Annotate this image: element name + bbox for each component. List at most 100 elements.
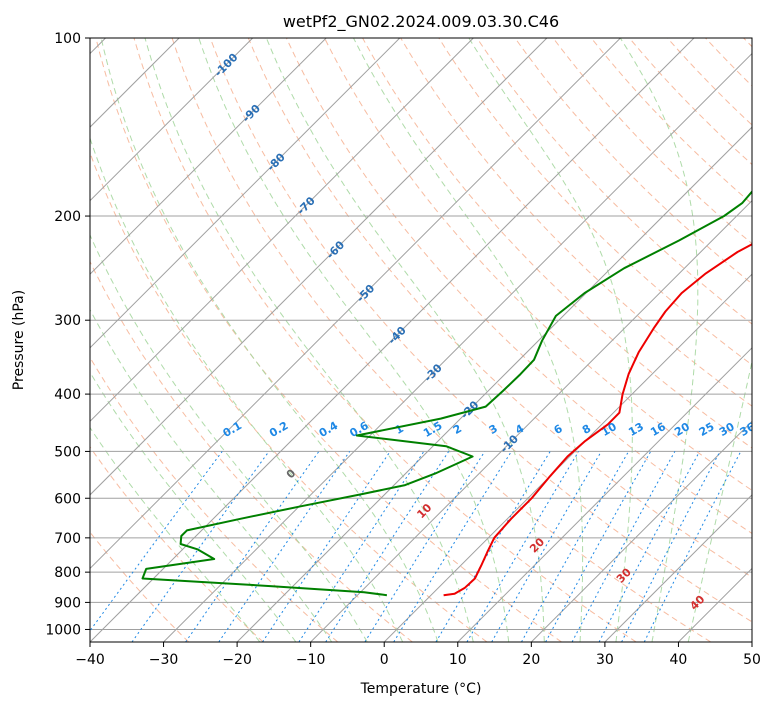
isotherm-line xyxy=(90,38,621,570)
mixing-ratio-line xyxy=(298,451,425,642)
mixing-ratio-line xyxy=(90,451,223,632)
isotherm-line xyxy=(236,126,752,642)
mixing-ratio-line xyxy=(521,451,630,642)
isotherm-line xyxy=(310,199,752,642)
x-tick-label: 20 xyxy=(522,652,540,668)
x-tick-label: 0 xyxy=(380,652,389,668)
dry-adiabat-line xyxy=(705,38,752,87)
theta-e-label: 0 xyxy=(284,466,299,481)
dry-adiabat-line xyxy=(285,38,752,535)
dewpoint-profile-line xyxy=(141,190,752,597)
mixing-ratio-line xyxy=(393,451,512,642)
dry-adiabat-line xyxy=(90,151,488,642)
x-tick-label: −30 xyxy=(149,652,179,668)
mixing-ratio-line xyxy=(435,451,551,642)
y-tick-label: 100 xyxy=(54,31,81,47)
x-axis-label: Temperature (°C) xyxy=(360,681,482,697)
moist-adiabat-line xyxy=(619,38,699,642)
y-tick-label: 400 xyxy=(54,387,81,403)
mixing-ratio-line xyxy=(185,451,320,642)
theta-e-label: 40 xyxy=(687,593,707,613)
moist-adiabat-line xyxy=(90,233,368,642)
moist-adiabat-line xyxy=(90,308,333,642)
dry-adiabat-line xyxy=(133,38,637,642)
dry-adiabat-line xyxy=(209,38,752,623)
isotherm-line xyxy=(90,38,401,349)
mixing-ratio-label: 3 xyxy=(487,422,500,437)
isotherm-line xyxy=(90,38,327,275)
moist-adiabat-line xyxy=(90,426,261,642)
y-tick-label: 600 xyxy=(54,491,81,507)
moist-adiabat-line xyxy=(144,38,474,642)
x-tick-label: 30 xyxy=(596,652,614,668)
isotherm-line xyxy=(90,38,474,423)
mixing-ratio-line xyxy=(621,451,721,642)
x-tick-label: 50 xyxy=(743,652,761,668)
dry-adiabat-line xyxy=(552,38,752,245)
isotherm-line xyxy=(751,641,752,642)
mixing-ratio-label: 0.2 xyxy=(267,419,290,440)
mixing-ratio-line xyxy=(598,451,701,642)
y-tick-label: 900 xyxy=(54,595,81,611)
moist-adiabat-line xyxy=(687,359,752,642)
x-tick-label: −10 xyxy=(296,652,326,668)
y-tick-label: 300 xyxy=(54,313,81,329)
mixing-ratio-label: 2 xyxy=(451,422,464,437)
mixing-ratio-label: 25 xyxy=(697,420,717,439)
dry-adiabat-line xyxy=(743,38,752,48)
x-tick-label: 40 xyxy=(670,652,688,668)
theta-e-label: 10 xyxy=(414,501,434,521)
moist-adiabat-line xyxy=(353,38,584,642)
mixing-ratio-line xyxy=(466,451,580,642)
moist-adiabat-line xyxy=(100,38,439,642)
mixing-ratio-line xyxy=(218,451,351,642)
mixing-ratio-line xyxy=(131,451,270,642)
dry-adiabat-line xyxy=(90,445,264,642)
temperature-profile-line xyxy=(443,243,752,597)
isotherm-line xyxy=(90,38,548,496)
isotherm-line xyxy=(90,38,254,202)
mixing-ratio-label: 6 xyxy=(552,422,565,437)
mixing-ratio-label: 0.1 xyxy=(221,419,244,440)
isotherm-line xyxy=(383,273,752,642)
mixing-ratio-label: 13 xyxy=(626,420,646,439)
dry-adiabat-line xyxy=(90,260,413,642)
y-axis-label: Pressure (hPa) xyxy=(11,290,27,390)
mixing-ratio-line xyxy=(571,451,676,642)
isotherm-line xyxy=(678,567,752,642)
plot-frame xyxy=(89,37,753,643)
plot-area: 0.1 0.2 0.4 0.6 1 1.5 2 3 4 6 8 10 13 16 20 25 30 36-100-… xyxy=(90,38,758,642)
dry-adiabat-line xyxy=(95,38,562,642)
y-tick-label: 800 xyxy=(54,565,81,581)
mixing-ratio-label: 0.4 xyxy=(317,419,341,440)
mixing-ratio-line xyxy=(643,451,742,642)
mixing-ratio-label: 16 xyxy=(648,420,668,439)
x-tick-label: −40 xyxy=(75,652,105,668)
x-tick-label: −20 xyxy=(222,652,252,668)
x-axis: −40 −30 −20 −10 0 10 20 30 40 50 xyxy=(75,642,761,668)
x-tick-label: 10 xyxy=(449,652,467,668)
y-tick-label: 200 xyxy=(54,209,81,225)
theta-e-label: 30 xyxy=(614,565,634,585)
dry-adiabat-line xyxy=(171,38,712,642)
dry-adiabat-line xyxy=(628,38,752,166)
dry-adiabat-line xyxy=(400,38,752,407)
mixing-ratio-label: 30 xyxy=(717,420,737,439)
mixing-ratio-line xyxy=(262,451,391,642)
moist-adiabat-line xyxy=(90,371,297,642)
dry-adiabat-line xyxy=(90,531,190,642)
dry-adiabat-line xyxy=(476,38,752,325)
dry-adiabat-line xyxy=(247,38,752,578)
dry-adiabat-line xyxy=(667,38,752,126)
isotherm-line xyxy=(530,420,752,642)
dry-adiabat-line xyxy=(514,38,752,285)
isotherm-line xyxy=(90,38,695,642)
chart-title: wetPf2_GN02.2024.009.03.30.C46 xyxy=(283,12,559,32)
mixing-ratio-label: 36 xyxy=(738,420,758,439)
dry-adiabat-line xyxy=(90,356,339,642)
y-axis: 100 200 300 400 500 600 700 800 900 1000 xyxy=(45,31,90,638)
isotherm-label: -80 xyxy=(265,150,288,173)
mixing-ratio-line xyxy=(545,451,652,642)
y-tick-label: 1000 xyxy=(45,622,81,638)
isotherm-line xyxy=(163,52,752,642)
